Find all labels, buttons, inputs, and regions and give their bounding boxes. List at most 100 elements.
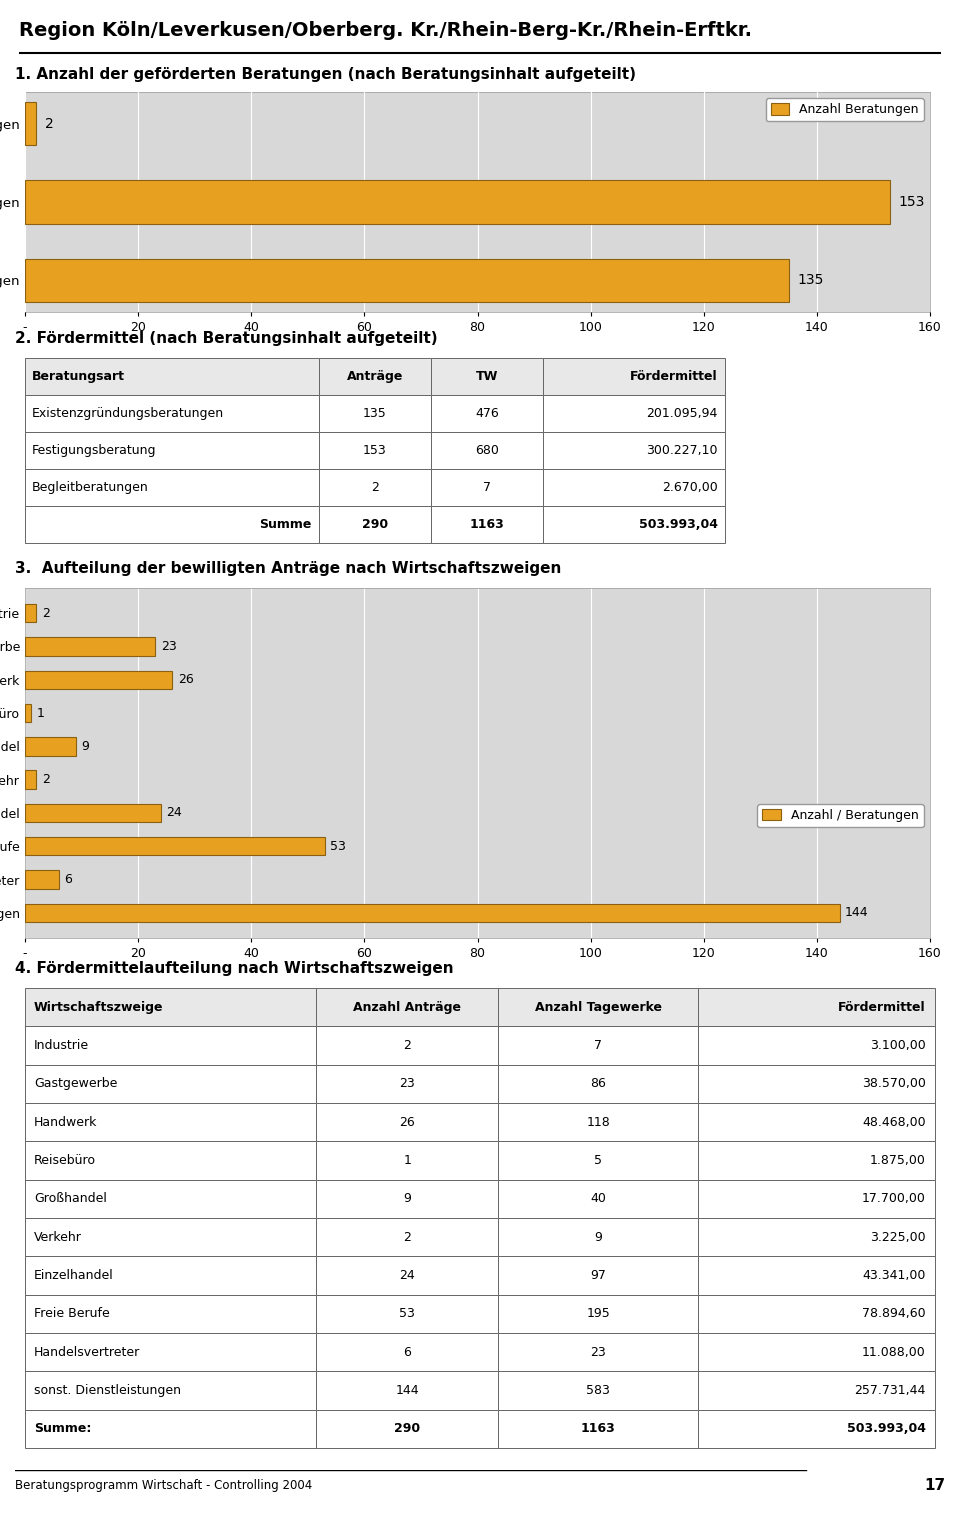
Text: Freie Berufe: Freie Berufe bbox=[35, 1308, 109, 1320]
Text: 2: 2 bbox=[42, 774, 50, 786]
Bar bbox=[498, 1333, 698, 1371]
Bar bbox=[431, 469, 543, 507]
Bar bbox=[25, 1409, 316, 1449]
Bar bbox=[698, 1027, 935, 1065]
Bar bbox=[319, 394, 431, 432]
Text: Verkehr: Verkehr bbox=[35, 1230, 82, 1244]
Bar bbox=[431, 358, 543, 394]
Text: Großhandel: Großhandel bbox=[35, 1192, 107, 1206]
Text: Anträge: Anträge bbox=[347, 370, 403, 382]
Text: Handelsvertreter: Handelsvertreter bbox=[35, 1346, 140, 1359]
Bar bbox=[25, 1256, 316, 1294]
Bar bbox=[25, 671, 172, 689]
Bar bbox=[316, 1180, 498, 1218]
Text: Beratungsprogramm Wirtschaft - Controlling 2004: Beratungsprogramm Wirtschaft - Controlli… bbox=[15, 1479, 312, 1491]
Bar bbox=[316, 988, 498, 1027]
Text: 5: 5 bbox=[594, 1154, 602, 1167]
Text: 476: 476 bbox=[475, 407, 499, 420]
Text: 201.095,94: 201.095,94 bbox=[647, 407, 718, 420]
Text: Begleitberatungen: Begleitberatungen bbox=[32, 481, 149, 495]
Bar bbox=[498, 1218, 698, 1256]
Bar bbox=[316, 1141, 498, 1180]
Text: 2: 2 bbox=[403, 1230, 411, 1244]
Text: 9: 9 bbox=[594, 1230, 602, 1244]
Text: 7: 7 bbox=[594, 1039, 602, 1051]
Text: 38.570,00: 38.570,00 bbox=[862, 1077, 925, 1091]
Bar bbox=[498, 1256, 698, 1294]
Text: 86: 86 bbox=[590, 1077, 606, 1091]
Text: Handwerk: Handwerk bbox=[35, 1115, 98, 1129]
Bar bbox=[25, 837, 324, 856]
Bar bbox=[498, 1180, 698, 1218]
Text: Reisebüro: Reisebüro bbox=[35, 1154, 96, 1167]
Bar bbox=[25, 1065, 316, 1103]
Text: 4. Fördermittelaufteilung nach Wirtschaftszweigen: 4. Fördermittelaufteilung nach Wirtschaf… bbox=[15, 962, 454, 977]
Text: 2: 2 bbox=[372, 481, 379, 495]
Bar bbox=[25, 737, 76, 755]
Bar bbox=[498, 1027, 698, 1065]
Text: 1163: 1163 bbox=[581, 1423, 615, 1435]
Text: 503.993,04: 503.993,04 bbox=[847, 1423, 925, 1435]
Text: 1.875,00: 1.875,00 bbox=[870, 1154, 925, 1167]
Text: 48.468,00: 48.468,00 bbox=[862, 1115, 925, 1129]
Bar bbox=[698, 1141, 935, 1180]
Bar bbox=[498, 1294, 698, 1333]
Text: 290: 290 bbox=[395, 1423, 420, 1435]
Bar bbox=[25, 181, 891, 223]
Text: 680: 680 bbox=[475, 444, 499, 457]
Text: Gastgewerbe: Gastgewerbe bbox=[35, 1077, 117, 1091]
Bar bbox=[316, 1218, 498, 1256]
Bar bbox=[25, 507, 319, 543]
Text: 26: 26 bbox=[178, 674, 194, 686]
Bar bbox=[698, 1409, 935, 1449]
Bar bbox=[25, 771, 36, 789]
Bar bbox=[698, 1103, 935, 1141]
Text: Anzahl Anträge: Anzahl Anträge bbox=[353, 1001, 461, 1013]
Text: Fördermittel: Fördermittel bbox=[838, 1001, 925, 1013]
Bar bbox=[698, 988, 935, 1027]
Text: Existenzgründungsberatungen: Existenzgründungsberatungen bbox=[32, 407, 224, 420]
Bar bbox=[25, 1027, 316, 1065]
Bar bbox=[543, 432, 725, 469]
Bar bbox=[698, 1180, 935, 1218]
Text: 24: 24 bbox=[166, 807, 182, 819]
Text: 2: 2 bbox=[403, 1039, 411, 1051]
Bar bbox=[319, 432, 431, 469]
Text: 9: 9 bbox=[403, 1192, 411, 1206]
Bar bbox=[25, 1180, 316, 1218]
Text: 3.100,00: 3.100,00 bbox=[870, 1039, 925, 1051]
Text: 17: 17 bbox=[924, 1478, 945, 1493]
Bar bbox=[316, 1371, 498, 1409]
Text: 53: 53 bbox=[399, 1308, 415, 1320]
Text: Anzahl Tagewerke: Anzahl Tagewerke bbox=[535, 1001, 661, 1013]
Bar bbox=[316, 1256, 498, 1294]
Bar bbox=[543, 394, 725, 432]
Text: Einzelhandel: Einzelhandel bbox=[35, 1270, 114, 1282]
Text: 2: 2 bbox=[45, 117, 54, 130]
Bar bbox=[543, 469, 725, 507]
Legend: Anzahl Beratungen: Anzahl Beratungen bbox=[765, 99, 924, 121]
Text: Summe: Summe bbox=[259, 517, 312, 531]
Bar bbox=[25, 604, 36, 622]
Text: Beratungsart: Beratungsart bbox=[32, 370, 125, 382]
Text: 153: 153 bbox=[899, 196, 925, 209]
Bar bbox=[25, 1141, 316, 1180]
Bar bbox=[25, 394, 319, 432]
Bar bbox=[25, 1218, 316, 1256]
Bar bbox=[316, 1333, 498, 1371]
Bar bbox=[316, 1027, 498, 1065]
Bar bbox=[543, 358, 725, 394]
Text: 23: 23 bbox=[590, 1346, 606, 1359]
Bar bbox=[25, 469, 319, 507]
Bar bbox=[25, 1294, 316, 1333]
Bar bbox=[698, 1256, 935, 1294]
Bar bbox=[498, 1371, 698, 1409]
Text: Region Köln/Leverkusen/Oberberg. Kr./Rhein-Berg-Kr./Rhein-Erftkr.: Region Köln/Leverkusen/Oberberg. Kr./Rhe… bbox=[19, 21, 753, 39]
Bar bbox=[25, 1103, 316, 1141]
Text: 2: 2 bbox=[42, 607, 50, 619]
Bar bbox=[698, 1294, 935, 1333]
Bar bbox=[25, 704, 31, 722]
Legend: Anzahl / Beratungen: Anzahl / Beratungen bbox=[757, 804, 924, 827]
Text: 144: 144 bbox=[396, 1384, 419, 1397]
Text: 6: 6 bbox=[64, 874, 72, 886]
